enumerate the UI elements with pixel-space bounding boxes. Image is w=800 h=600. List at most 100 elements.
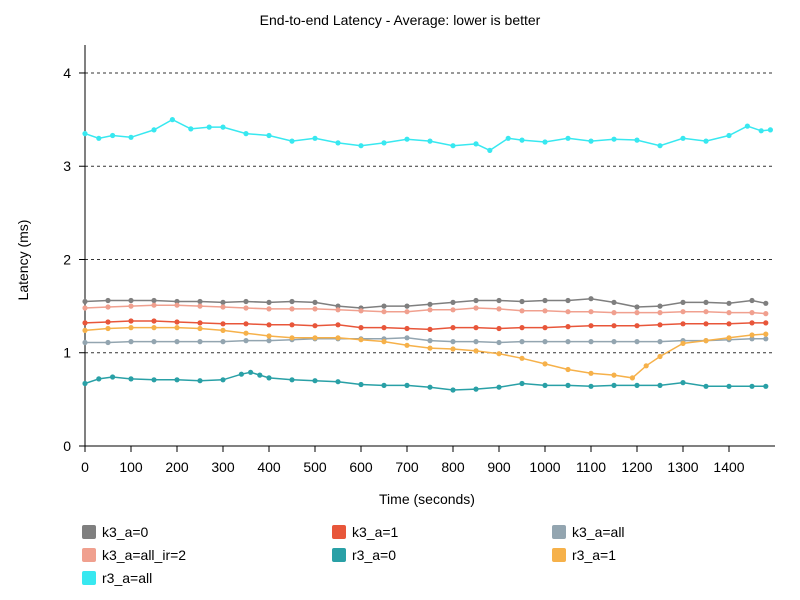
data-point: [312, 335, 318, 341]
data-point: [519, 325, 525, 331]
data-point: [266, 333, 272, 339]
data-point: [169, 117, 175, 123]
data-point: [749, 332, 755, 338]
series-r3_a=all: [82, 117, 774, 153]
legend-swatch: [552, 548, 566, 562]
data-point: [519, 308, 525, 314]
data-point: [289, 306, 295, 312]
data-point: [519, 380, 525, 387]
data-point: [335, 379, 341, 385]
data-point: [496, 325, 502, 332]
data-point: [82, 305, 88, 311]
data-point: [680, 380, 686, 386]
data-point: [763, 336, 769, 342]
data-point: [657, 310, 663, 316]
data-point: [174, 339, 180, 345]
data-point: [289, 138, 295, 144]
data-point: [266, 132, 272, 139]
data-point: [206, 124, 212, 130]
legend: k3_a=0 k3_a=1 k3_a=all k3_a=all_ir=2 r3_a=0 r…: [82, 522, 782, 592]
data-point: [266, 299, 272, 305]
data-point: [289, 377, 295, 383]
data-point: [611, 372, 617, 378]
data-point: [427, 326, 433, 332]
data-point: [634, 137, 640, 143]
data-point: [611, 299, 617, 305]
data-point: [220, 377, 226, 383]
data-point: [197, 339, 203, 345]
data-point: [243, 338, 249, 344]
data-point: [312, 323, 318, 329]
series-line: [84, 304, 766, 315]
data-point: [611, 339, 617, 345]
data-point: [473, 305, 479, 311]
data-point: [565, 135, 571, 141]
legend-item[interactable]: k3_a=all_ir=2: [82, 545, 186, 565]
data-point: [565, 366, 571, 373]
data-point: [381, 309, 387, 315]
data-point: [588, 323, 594, 329]
data-point: [763, 311, 769, 317]
data-point: [243, 321, 249, 327]
legend-swatch: [82, 571, 96, 585]
series-line: [85, 337, 766, 344]
data-point: [312, 135, 318, 141]
series-line: [84, 118, 771, 152]
data-point: [519, 137, 525, 143]
data-point: [588, 138, 594, 144]
legend-item[interactable]: r3_a=0: [332, 545, 396, 565]
data-point: [335, 322, 341, 328]
data-point: [174, 298, 180, 305]
data-point: [188, 126, 194, 132]
data-point: [289, 298, 295, 305]
data-point: [82, 131, 88, 137]
data-point: [634, 304, 640, 310]
data-point: [381, 303, 387, 309]
data-point: [726, 335, 732, 341]
data-point: [151, 318, 157, 324]
data-point: [110, 374, 116, 380]
data-point: [151, 302, 157, 308]
data-point: [726, 300, 732, 306]
x-tick-label: 300: [211, 459, 235, 475]
legend-label: k3_a=all: [572, 524, 625, 540]
x-tick-label: 500: [303, 459, 327, 475]
legend-item[interactable]: k3_a=1: [332, 522, 398, 542]
legend-item[interactable]: k3_a=all: [552, 522, 625, 542]
series-r3_a=0: [82, 369, 769, 393]
data-point: [657, 322, 663, 328]
data-point: [243, 131, 249, 137]
data-point: [542, 382, 548, 388]
data-point: [404, 325, 410, 332]
data-point: [505, 135, 511, 141]
legend-item[interactable]: r3_a=1: [552, 545, 616, 565]
data-point: [105, 297, 111, 304]
data-point: [496, 297, 502, 304]
data-point: [220, 304, 226, 310]
legend-label: k3_a=all_ir=2: [102, 547, 187, 563]
legend-item[interactable]: r3_a=all: [82, 568, 152, 588]
legend-item[interactable]: k3_a=0: [82, 522, 148, 542]
data-point: [565, 309, 571, 315]
data-point: [289, 335, 295, 341]
x-tick-label: 1300: [667, 459, 698, 475]
data-point: [588, 383, 594, 389]
series-r3_a=1: [82, 325, 769, 381]
data-point: [588, 296, 594, 302]
data-point: [542, 297, 548, 304]
data-point: [611, 310, 617, 316]
data-point: [763, 383, 769, 389]
data-point: [404, 303, 410, 309]
data-point: [611, 382, 617, 388]
data-point: [312, 378, 318, 384]
legend-swatch: [552, 525, 566, 539]
data-point: [197, 298, 203, 305]
data-point: [763, 300, 769, 306]
data-point: [151, 339, 157, 345]
y-tick-label: 1: [63, 345, 71, 361]
data-point: [496, 339, 502, 346]
data-point: [726, 383, 732, 389]
data-point: [703, 309, 709, 315]
data-point: [680, 299, 686, 305]
